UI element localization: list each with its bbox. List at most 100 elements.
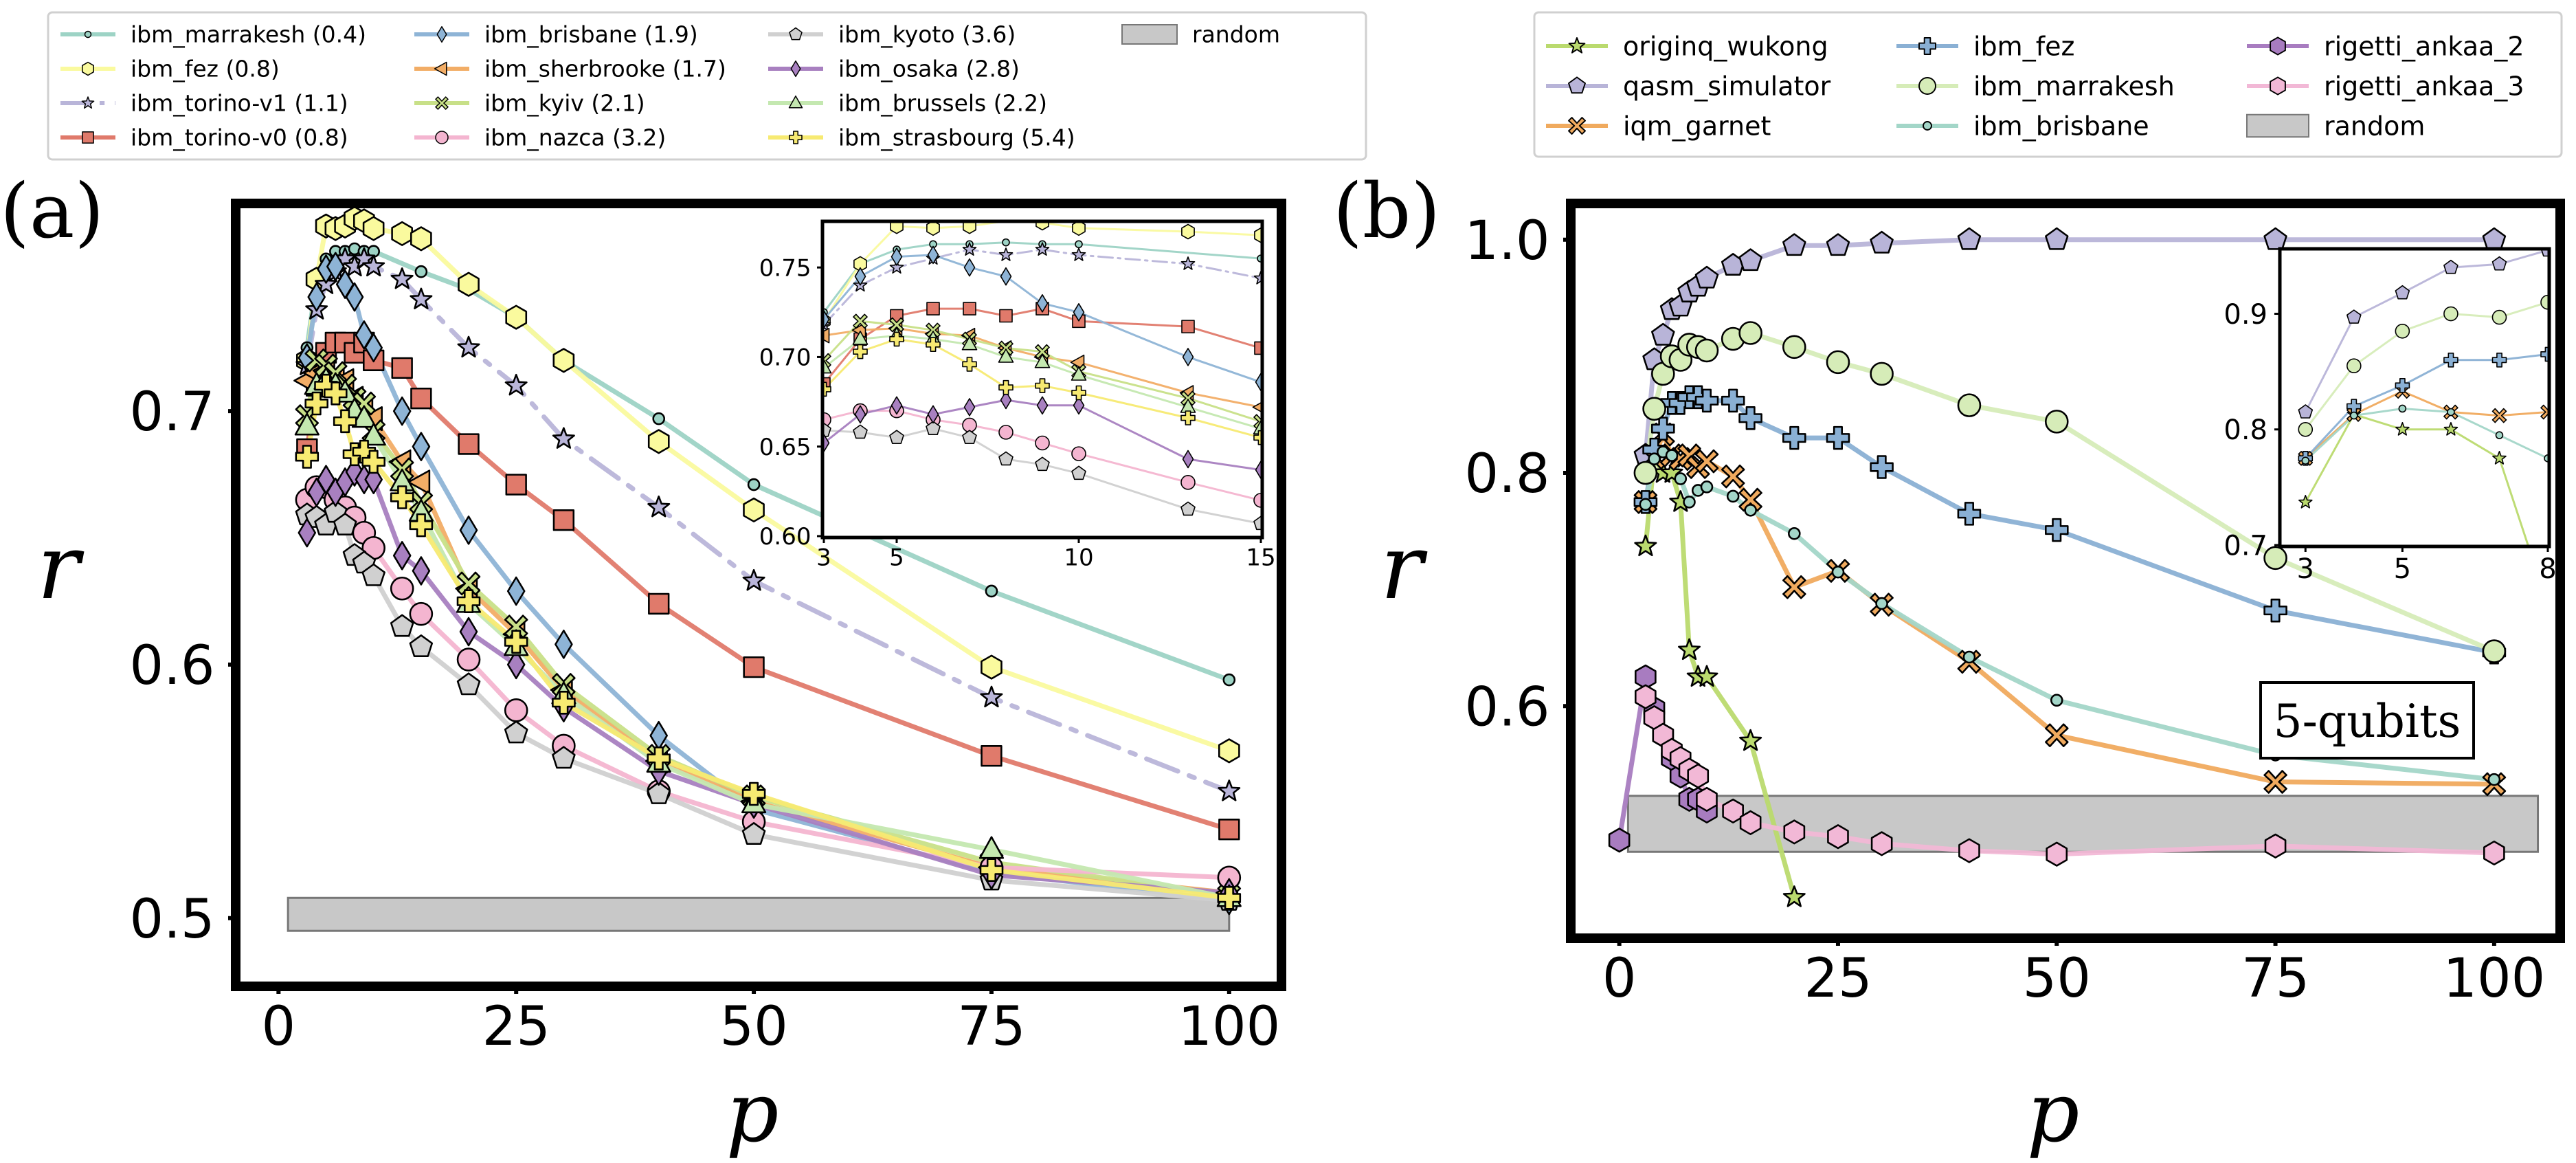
panel-a-point-ibm-marrakesh	[985, 584, 998, 598]
panel-a-inset-point-ibm-kyoto	[889, 430, 904, 445]
legend-marker-iqm-garnet	[1568, 117, 1586, 135]
panel-a-inset-point-ibm-torino-v0	[963, 302, 976, 315]
legend-marker-ibm-brisbane	[1923, 121, 1932, 131]
panel-a-inset-point-ibm-brussels	[824, 359, 832, 374]
panel-a-point-ibm-torino-v1	[647, 495, 671, 518]
panel-a-point-ibm-marrakesh	[747, 478, 761, 491]
annotation-text: 5-qubits	[2274, 695, 2461, 748]
panel-a-point-ibm-nazca	[390, 576, 414, 601]
panel-b-inset-ytick-label: 0.7	[2224, 530, 2267, 562]
panel-b-point-ibm-brisbane	[2050, 694, 2063, 707]
panel-a-point-ibm-strasbourg	[979, 858, 1004, 882]
panel-a-point-ibm-torino-v1	[390, 267, 414, 289]
panel-a-inset-point-ibm-nazca	[1180, 475, 1196, 490]
panel-b-point-ibm-marrakesh	[2482, 639, 2507, 663]
panel-a-inset-point-ibm-torino-v1	[1035, 242, 1050, 256]
panel-b-point-ibm-marrakesh	[1782, 335, 1806, 359]
panel-b-point-ibm-brisbane	[1744, 504, 1757, 517]
panel-a-inset-point-ibm-torino-v0	[1181, 320, 1195, 333]
panel-a-inset-point-ibm-kyiv	[889, 317, 904, 333]
panel-b-point-ibm-brisbane	[1639, 498, 1653, 511]
panel-a-point-ibm-brussels	[361, 423, 386, 446]
panel-b-inset-point-originq-wukong	[2443, 421, 2459, 436]
panel-a-point-ibm-strasbourg	[324, 381, 348, 406]
panel-b-inset-axes: 3 5 8 0.7 0.8 0.9	[2224, 299, 2556, 585]
legend-marker-ibm-sherbrooke	[434, 61, 447, 76]
panel-b-point-ibm-marrakesh	[2044, 410, 2069, 434]
panel-a-point-ibm-torino-v0	[981, 745, 1003, 767]
panel-a-inset-point-ibm-kyoto	[926, 421, 941, 436]
panel-b-point-originq-wukong	[1695, 665, 1718, 687]
panel-a-inset-point-ibm-torino-v1	[824, 317, 831, 331]
panel-b-point-rigetti-ankaa-3	[1635, 684, 1657, 709]
panel-b-point-ibm-fez	[1694, 388, 1719, 413]
legend-label-ibm-torino-v0: ibm_torino-v0 (0.8)	[131, 124, 348, 151]
legend-entry-ibm-torino-v0: ibm_torino-v0 (0.8)	[60, 124, 348, 151]
panel-b-point-rigetti-ankaa-3	[1696, 786, 1718, 812]
panel-a: 0 25 50 75 100 0.5 0.6 0.7 p r 3 5 10 15 0.60 0.65 0.…	[37, 199, 1286, 1161]
panel-b-point-qasm-simulator	[1782, 233, 1806, 256]
panel-b-inset-point-ibm-fez	[2443, 352, 2459, 368]
panel-b-point-rigetti-ankaa-3	[1783, 819, 1806, 845]
legend-label-ibm-fez: ibm_fez	[1973, 31, 2074, 61]
panel-b-point-ibm-fez	[1738, 406, 1762, 430]
panel-b-inset-point-qasm-simulator	[2347, 309, 2362, 324]
panel-a-ytick-label: 0.6	[129, 635, 214, 697]
panel-a-inset-point-ibm-strasbourg	[853, 344, 868, 359]
legend-label-ibm-fez: ibm_fez (0.8)	[131, 56, 280, 82]
legend-label-ibm-marrakesh: ibm_marrakesh (0.4)	[131, 21, 366, 48]
panel-b-inset: 3 5 8 0.7 0.8 0.9	[2224, 247, 2557, 585]
legend-entry-originq-wukong: originq_wukong	[1546, 31, 1828, 61]
legend-marker-ibm-brisbane	[436, 26, 447, 43]
panel-b-inset-point-ibm-brisbane	[2447, 408, 2455, 417]
panel-a-inset-point-ibm-nazca	[998, 425, 1013, 440]
panel-a-inset-point-ibm-brisbane	[1073, 302, 1085, 322]
legend-label-ibm-brisbane: ibm_brisbane (1.9)	[484, 21, 698, 48]
panel-b-point-originq-wukong	[1739, 729, 1762, 751]
panel-a-inset-ytick-label: 0.65	[759, 434, 811, 461]
panel-a-point-ibm-osaka	[506, 650, 526, 680]
panel-a-point-ibm-osaka	[392, 541, 412, 571]
annotation-frame	[2259, 681, 2475, 760]
panel-b-inset-point-ibm-fez	[2395, 377, 2410, 393]
panel-a-inset-line-ibm-kyoto	[824, 428, 1261, 525]
panel-b-point-ibm-fez	[1870, 455, 1894, 479]
panel-a-point-ibm-nazca	[409, 601, 434, 626]
legend-entry-ibm-brisbane: ibm_brisbane	[1896, 111, 2149, 141]
panel-b-xtick-label: 75	[2241, 948, 2309, 1010]
legend-entry-ibm-kyoto: ibm_kyoto (3.6)	[768, 21, 1016, 48]
panel-b-inset-point-ibm-marrakesh	[2347, 358, 2362, 374]
panel-a-inset-plot-area	[824, 223, 1261, 531]
panel-b-point-ibm-brisbane	[1700, 480, 1714, 494]
panel-b-point-ibm-brisbane	[1726, 489, 1740, 503]
panel-a-inset-point-ibm-brisbane	[854, 267, 866, 286]
panel-b-axes: 0 25 50 75 100 0.6 0.8 1.0	[1464, 210, 2545, 1010]
panel-a-point-ibm-brisbane	[555, 630, 573, 659]
legend-entry-ibm-brussels: ibm_brussels (2.2)	[768, 90, 1047, 117]
panel-a-inset-line-ibm-sherbrooke	[824, 327, 1261, 408]
panel-b-inset-point-iqm-garnet	[2540, 404, 2548, 420]
panel-b-point-ibm-brisbane	[1831, 565, 1845, 579]
panel-a-point-ibm-fez	[458, 272, 480, 297]
panel-a-point-ibm-torino-v1	[552, 427, 575, 449]
legend-marker-rigetti-ankaa-2	[2270, 36, 2286, 56]
panel-a-point-ibm-brussels	[978, 836, 1005, 859]
legend-label-ibm-osaka: ibm_osaka (2.8)	[838, 56, 1020, 82]
panel-a-inset-point-ibm-brussels	[1034, 353, 1051, 368]
panel-a-ytick-label: 0.5	[129, 889, 214, 951]
panel-b-point-ibm-brisbane	[1788, 527, 1801, 540]
panel-a-inset-point-ibm-torino-v1	[998, 247, 1013, 261]
legend-entry-ibm-kyiv: ibm_kyiv (2.1)	[414, 90, 645, 117]
panel-a-inset-point-ibm-strasbourg	[889, 331, 904, 347]
panel-b-inset-xtick-label: 3	[2297, 553, 2314, 585]
panel-a-inset-point-ibm-torino-v1	[962, 242, 977, 256]
panel-b-ytick-label: 0.6	[1464, 676, 1549, 738]
panel-a-point-ibm-brisbane	[392, 396, 412, 426]
legend-marker-ibm-osaka	[790, 60, 801, 78]
legend-label-ibm-sherbrooke: ibm_sherbrooke (1.7)	[484, 56, 726, 82]
panel-a-xtick-label: 50	[719, 996, 787, 1058]
panel-b-point-qasm-simulator	[2263, 227, 2287, 250]
panel-a-inset-point-ibm-torino-v0	[999, 309, 1013, 323]
